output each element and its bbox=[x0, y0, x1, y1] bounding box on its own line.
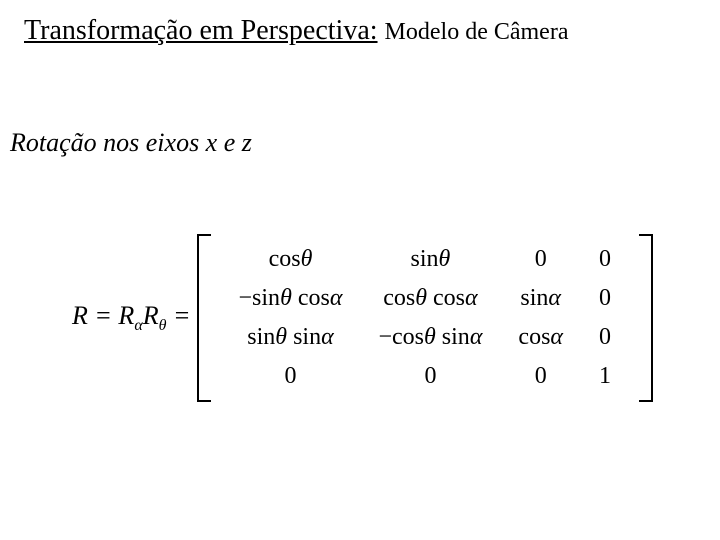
matrix-cell: −sinθ cosα bbox=[221, 279, 361, 318]
matrix-cell: 1 bbox=[581, 357, 629, 396]
matrix-cell: cosθ cosα bbox=[360, 279, 500, 318]
rotation-matrix: cosθsinθ00−sinθ cosαcosθ cosαsinα0sinθ s… bbox=[221, 240, 630, 396]
slide-subtitle: Rotação nos eixos x e z bbox=[10, 128, 252, 158]
matrix-cell: sinθ sinα bbox=[221, 318, 361, 357]
matrix-wrap: cosθsinθ00−sinθ cosαcosθ cosαsinα0sinθ s… bbox=[197, 234, 654, 402]
matrix-cell: sinα bbox=[500, 279, 581, 318]
title-main: Transformação em Perspectiva: bbox=[24, 15, 378, 46]
matrix-cell: 0 bbox=[581, 279, 629, 318]
matrix-row: cosθsinθ00 bbox=[221, 240, 630, 279]
matrix-cell: 0 bbox=[581, 240, 629, 279]
title-sub: Modelo de Câmera bbox=[385, 19, 569, 45]
matrix-row: 0001 bbox=[221, 357, 630, 396]
rotation-equation: R = RαRθ = cosθsinθ00−sinθ cosαcosθ cosα… bbox=[72, 234, 653, 402]
matrix-cell: 0 bbox=[581, 318, 629, 357]
matrix-cell: cosθ bbox=[221, 240, 361, 279]
matrix-cell: 0 bbox=[500, 240, 581, 279]
matrix-row: −sinθ cosαcosθ cosαsinα0 bbox=[221, 279, 630, 318]
matrix-cell: −cosθ sinα bbox=[360, 318, 500, 357]
matrix-cell: sinθ bbox=[360, 240, 500, 279]
matrix-cell: 0 bbox=[360, 357, 500, 396]
matrix-cell: cosα bbox=[500, 318, 581, 357]
bracket-right-icon bbox=[639, 234, 653, 402]
matrix-row: sinθ sinα−cosθ sinαcosα0 bbox=[221, 318, 630, 357]
slide: Transformação em Perspectiva: Modelo de … bbox=[0, 0, 720, 540]
matrix-cell: 0 bbox=[221, 357, 361, 396]
slide-title: Transformação em Perspectiva: Modelo de … bbox=[24, 16, 568, 47]
bracket-left-icon bbox=[197, 234, 211, 402]
equation-lhs: R = RαRθ = bbox=[72, 301, 191, 335]
matrix-cell: 0 bbox=[500, 357, 581, 396]
